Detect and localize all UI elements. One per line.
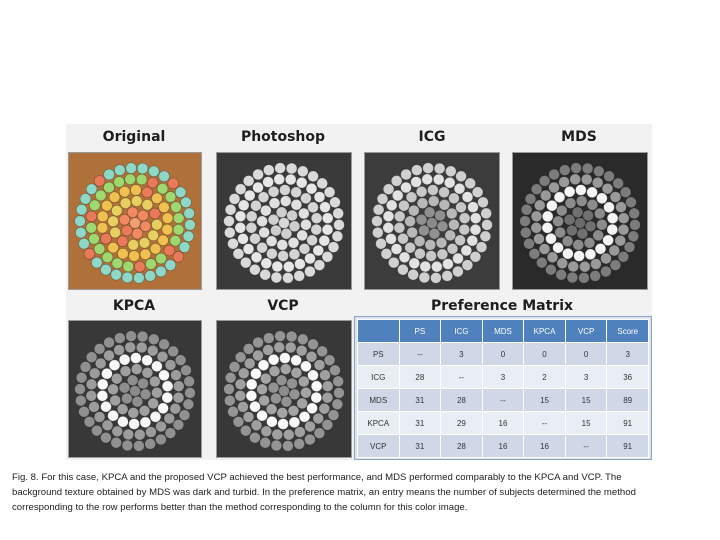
table-cell: 31 [398, 434, 442, 458]
table-cell: 89 [606, 388, 649, 412]
column-header: PS [398, 319, 442, 343]
table-cell: 3 [606, 342, 649, 366]
label-vcp: VCP [267, 298, 299, 314]
caption-line: background texture obtained by MDS was d… [12, 487, 636, 498]
table-cell: 15 [523, 388, 566, 412]
table-row: MDS 31 28 -- 15 15 89 [357, 388, 649, 412]
table-row: PS -- 3 0 0 0 3 [357, 342, 649, 366]
row-header: VCP [357, 434, 400, 458]
preference-table: PS ICG MDS KPCA VCP Score PS -- 3 0 0 0 … [357, 319, 649, 458]
table-cell: 16 [523, 434, 566, 458]
table-cell: 3 [440, 342, 483, 366]
table-cell: 28 [398, 365, 442, 389]
table-cell: 15 [564, 388, 608, 412]
figure-caption: Fig. 8. For this case, KPCA and the prop… [12, 470, 708, 515]
column-header: ICG [440, 319, 483, 343]
row-header: PS [357, 342, 400, 366]
table-cell: 15 [564, 411, 608, 435]
table-cell: 3 [481, 365, 525, 389]
row-header: KPCA [357, 411, 400, 435]
column-header [357, 319, 400, 343]
image-mds [512, 152, 648, 290]
table-cell: 29 [440, 411, 483, 435]
image-original [68, 152, 202, 290]
table-cell: 91 [606, 411, 649, 435]
matrix-title: Preference Matrix [430, 298, 574, 314]
column-header: MDS [481, 319, 525, 343]
label-original: Original [102, 129, 166, 145]
table-cell: 36 [606, 365, 649, 389]
table-cell: 16 [481, 411, 525, 435]
preference-matrix: PS ICG MDS KPCA VCP Score PS -- 3 0 0 0 … [354, 316, 652, 460]
table-cell: 16 [481, 434, 525, 458]
table-cell: 28 [440, 388, 483, 412]
table-cell: 28 [440, 434, 483, 458]
table-cell: -- [398, 342, 442, 366]
table-cell: -- [440, 365, 483, 389]
caption-line: Fig. 8. For this case, KPCA and the prop… [12, 472, 622, 483]
table-cell: -- [523, 411, 566, 435]
table-cell: 31 [398, 388, 442, 412]
column-header: Score [606, 319, 649, 343]
label-kpca: KPCA [112, 298, 156, 314]
table-row: ICG 28 -- 3 2 3 36 [357, 365, 649, 389]
table-cell: -- [481, 388, 525, 412]
column-header: KPCA [523, 319, 566, 343]
label-photoshop: Photoshop [240, 129, 326, 145]
table-cell: 91 [606, 434, 649, 458]
image-vcp [216, 320, 352, 458]
table-row: KPCA 31 29 16 -- 15 91 [357, 411, 649, 435]
column-header: VCP [564, 319, 608, 343]
table-row: VCP 31 28 16 16 -- 91 [357, 434, 649, 458]
table-cell: 31 [398, 411, 442, 435]
image-photoshop [216, 152, 352, 290]
image-kpca [68, 320, 202, 458]
table-cell: 0 [481, 342, 525, 366]
table-cell: 3 [564, 365, 608, 389]
image-icg [364, 152, 500, 290]
row-header: MDS [357, 388, 400, 412]
table-cell: 0 [564, 342, 608, 366]
table-header-row: PS ICG MDS KPCA VCP Score [357, 319, 649, 343]
label-icg: ICG [418, 129, 446, 145]
table-cell: 2 [523, 365, 566, 389]
table-cell: -- [564, 434, 608, 458]
label-mds: MDS [561, 129, 597, 145]
caption-line: corresponding to the row performs better… [12, 502, 468, 513]
row-header: ICG [357, 365, 400, 389]
table-cell: 0 [523, 342, 566, 366]
